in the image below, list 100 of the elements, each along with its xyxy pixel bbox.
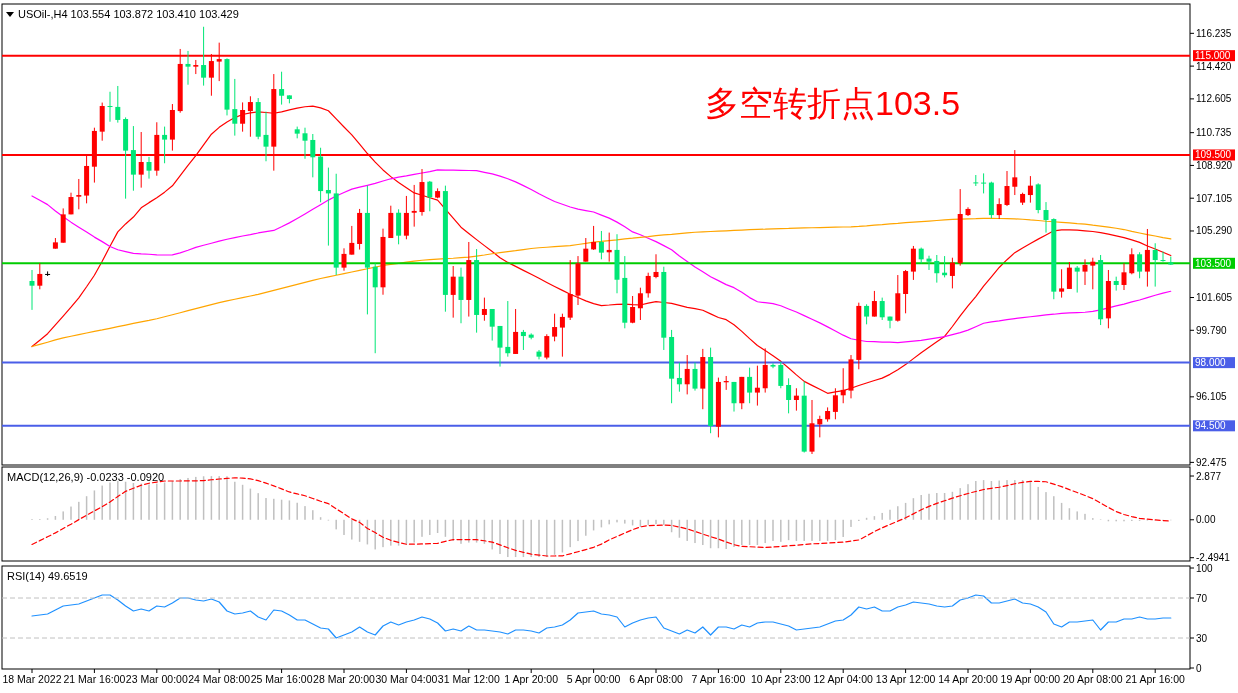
x-tick-label: 19 Apr 00:00 [1000, 673, 1061, 685]
candlestick [754, 365, 760, 407]
x-tick-label: 10 Apr 23:00 [751, 673, 811, 685]
x-tick-label: 13 Apr 12:00 [875, 673, 936, 685]
annotation: 多空转折点103.5 [705, 84, 961, 122]
candlestick [934, 254, 940, 284]
x-tick-label: 30 Mar 04:00 [375, 673, 438, 685]
candlestick [279, 71, 285, 106]
y-tick-label: 112.605 [1196, 93, 1232, 105]
candlestick [1004, 170, 1010, 207]
candlestick [458, 267, 464, 324]
y-tick-label: 30 [1196, 632, 1208, 644]
y-tick-label: 70 [1196, 592, 1208, 604]
candlestick [302, 127, 308, 160]
candlestick [786, 377, 792, 414]
x-tick-label: 20 Apr 08:00 [1063, 673, 1123, 685]
x-tick-label: 23 Mar 00:00 [125, 673, 188, 685]
candlestick [598, 230, 604, 260]
candlestick [567, 259, 573, 321]
x-tick-label: 6 Apr 08:00 [629, 673, 684, 685]
x-tick-label: 1 Apr 20:00 [504, 673, 559, 685]
y-tick-label: 114.420 [1196, 60, 1232, 72]
x-tick-label: 25 Mar 16:00 [250, 673, 313, 685]
x-tick-label: 18 Mar 2022 [2, 673, 62, 685]
candlestick [37, 262, 43, 290]
candlestick [910, 245, 916, 281]
candlestick [481, 297, 487, 322]
candlestick [489, 308, 495, 342]
candlestick [396, 208, 402, 245]
y-tick-label: 100 [1196, 562, 1214, 574]
candlestick [185, 50, 191, 86]
candlestick [29, 269, 35, 311]
candlestick [349, 225, 355, 256]
y-tick-label: 0 [1196, 662, 1202, 674]
candlestick [871, 290, 877, 318]
y-tick-label: 110.735 [1196, 127, 1232, 139]
candlestick [645, 272, 651, 299]
candlestick [1152, 242, 1158, 288]
y-tick-label: -2.4941 [1196, 552, 1231, 564]
candlestick [864, 303, 870, 325]
y-tick-label: 92.475 [1196, 456, 1228, 468]
ref-line-label: 94.500 [1195, 420, 1227, 432]
candlestick [1066, 261, 1072, 290]
candlestick [793, 387, 799, 412]
candlestick [76, 178, 82, 210]
candlestick [1160, 251, 1166, 263]
candlestick [1090, 257, 1096, 290]
candlestick [637, 287, 643, 321]
candlestick [552, 313, 558, 342]
candlestick [1082, 258, 1088, 286]
candlestick [505, 300, 511, 358]
ref-line-label: 109.500 [1195, 149, 1232, 161]
candlestick [817, 415, 823, 438]
candlestick [630, 295, 636, 324]
candlestick [1137, 251, 1143, 279]
candlestick [926, 255, 932, 271]
candlestick [692, 362, 698, 392]
candlestick [653, 253, 659, 279]
candlestick [981, 172, 987, 194]
candlestick [879, 297, 885, 321]
x-tick-label: 21 Mar 16:00 [63, 673, 126, 685]
candlestick [450, 265, 456, 319]
candlestick [949, 257, 955, 289]
y-tick-label: 116.235 [1196, 27, 1232, 39]
candlestick [778, 361, 784, 389]
candlestick [520, 329, 526, 351]
candlestick [684, 354, 690, 395]
candlestick [1074, 265, 1080, 294]
candlestick [162, 126, 168, 164]
ref-line-label: 115.000 [1195, 50, 1231, 62]
x-tick-label: 24 Mar 08:00 [188, 673, 251, 685]
candlestick [1059, 268, 1065, 299]
candlestick [903, 269, 909, 314]
y-tick-label: 107.105 [1196, 192, 1233, 204]
line-series [31, 594, 1172, 639]
candlestick [310, 133, 316, 178]
candlestick [146, 156, 152, 180]
y-tick-label: 101.605 [1196, 292, 1233, 304]
candlestick [201, 26, 207, 87]
chart-title: RSI(14) 49.6519 [7, 570, 88, 582]
candlestick [1121, 262, 1127, 291]
x-tick-label: 12 Apr 04:00 [813, 673, 874, 685]
candlestick [341, 247, 347, 272]
candlestick [107, 91, 113, 123]
chart-title: MACD(12,26,9) -0.0233 -0.0920 [7, 471, 165, 483]
line-series [31, 169, 1172, 344]
x-tick-label: 28 Mar 20:00 [313, 673, 376, 685]
y-tick-label: 2.877 [1196, 470, 1222, 482]
x-tick-label: 31 Mar 12:00 [437, 673, 500, 685]
candlestick [115, 85, 121, 124]
candlestick [544, 333, 550, 360]
candlestick [1129, 247, 1135, 275]
candlestick [1144, 228, 1150, 288]
candlestick [887, 316, 893, 329]
candlestick [583, 237, 589, 263]
candlestick [263, 111, 269, 162]
candlestick [232, 78, 238, 137]
candlestick [497, 325, 503, 368]
candlestick [996, 197, 1002, 220]
candlestick [770, 362, 776, 369]
